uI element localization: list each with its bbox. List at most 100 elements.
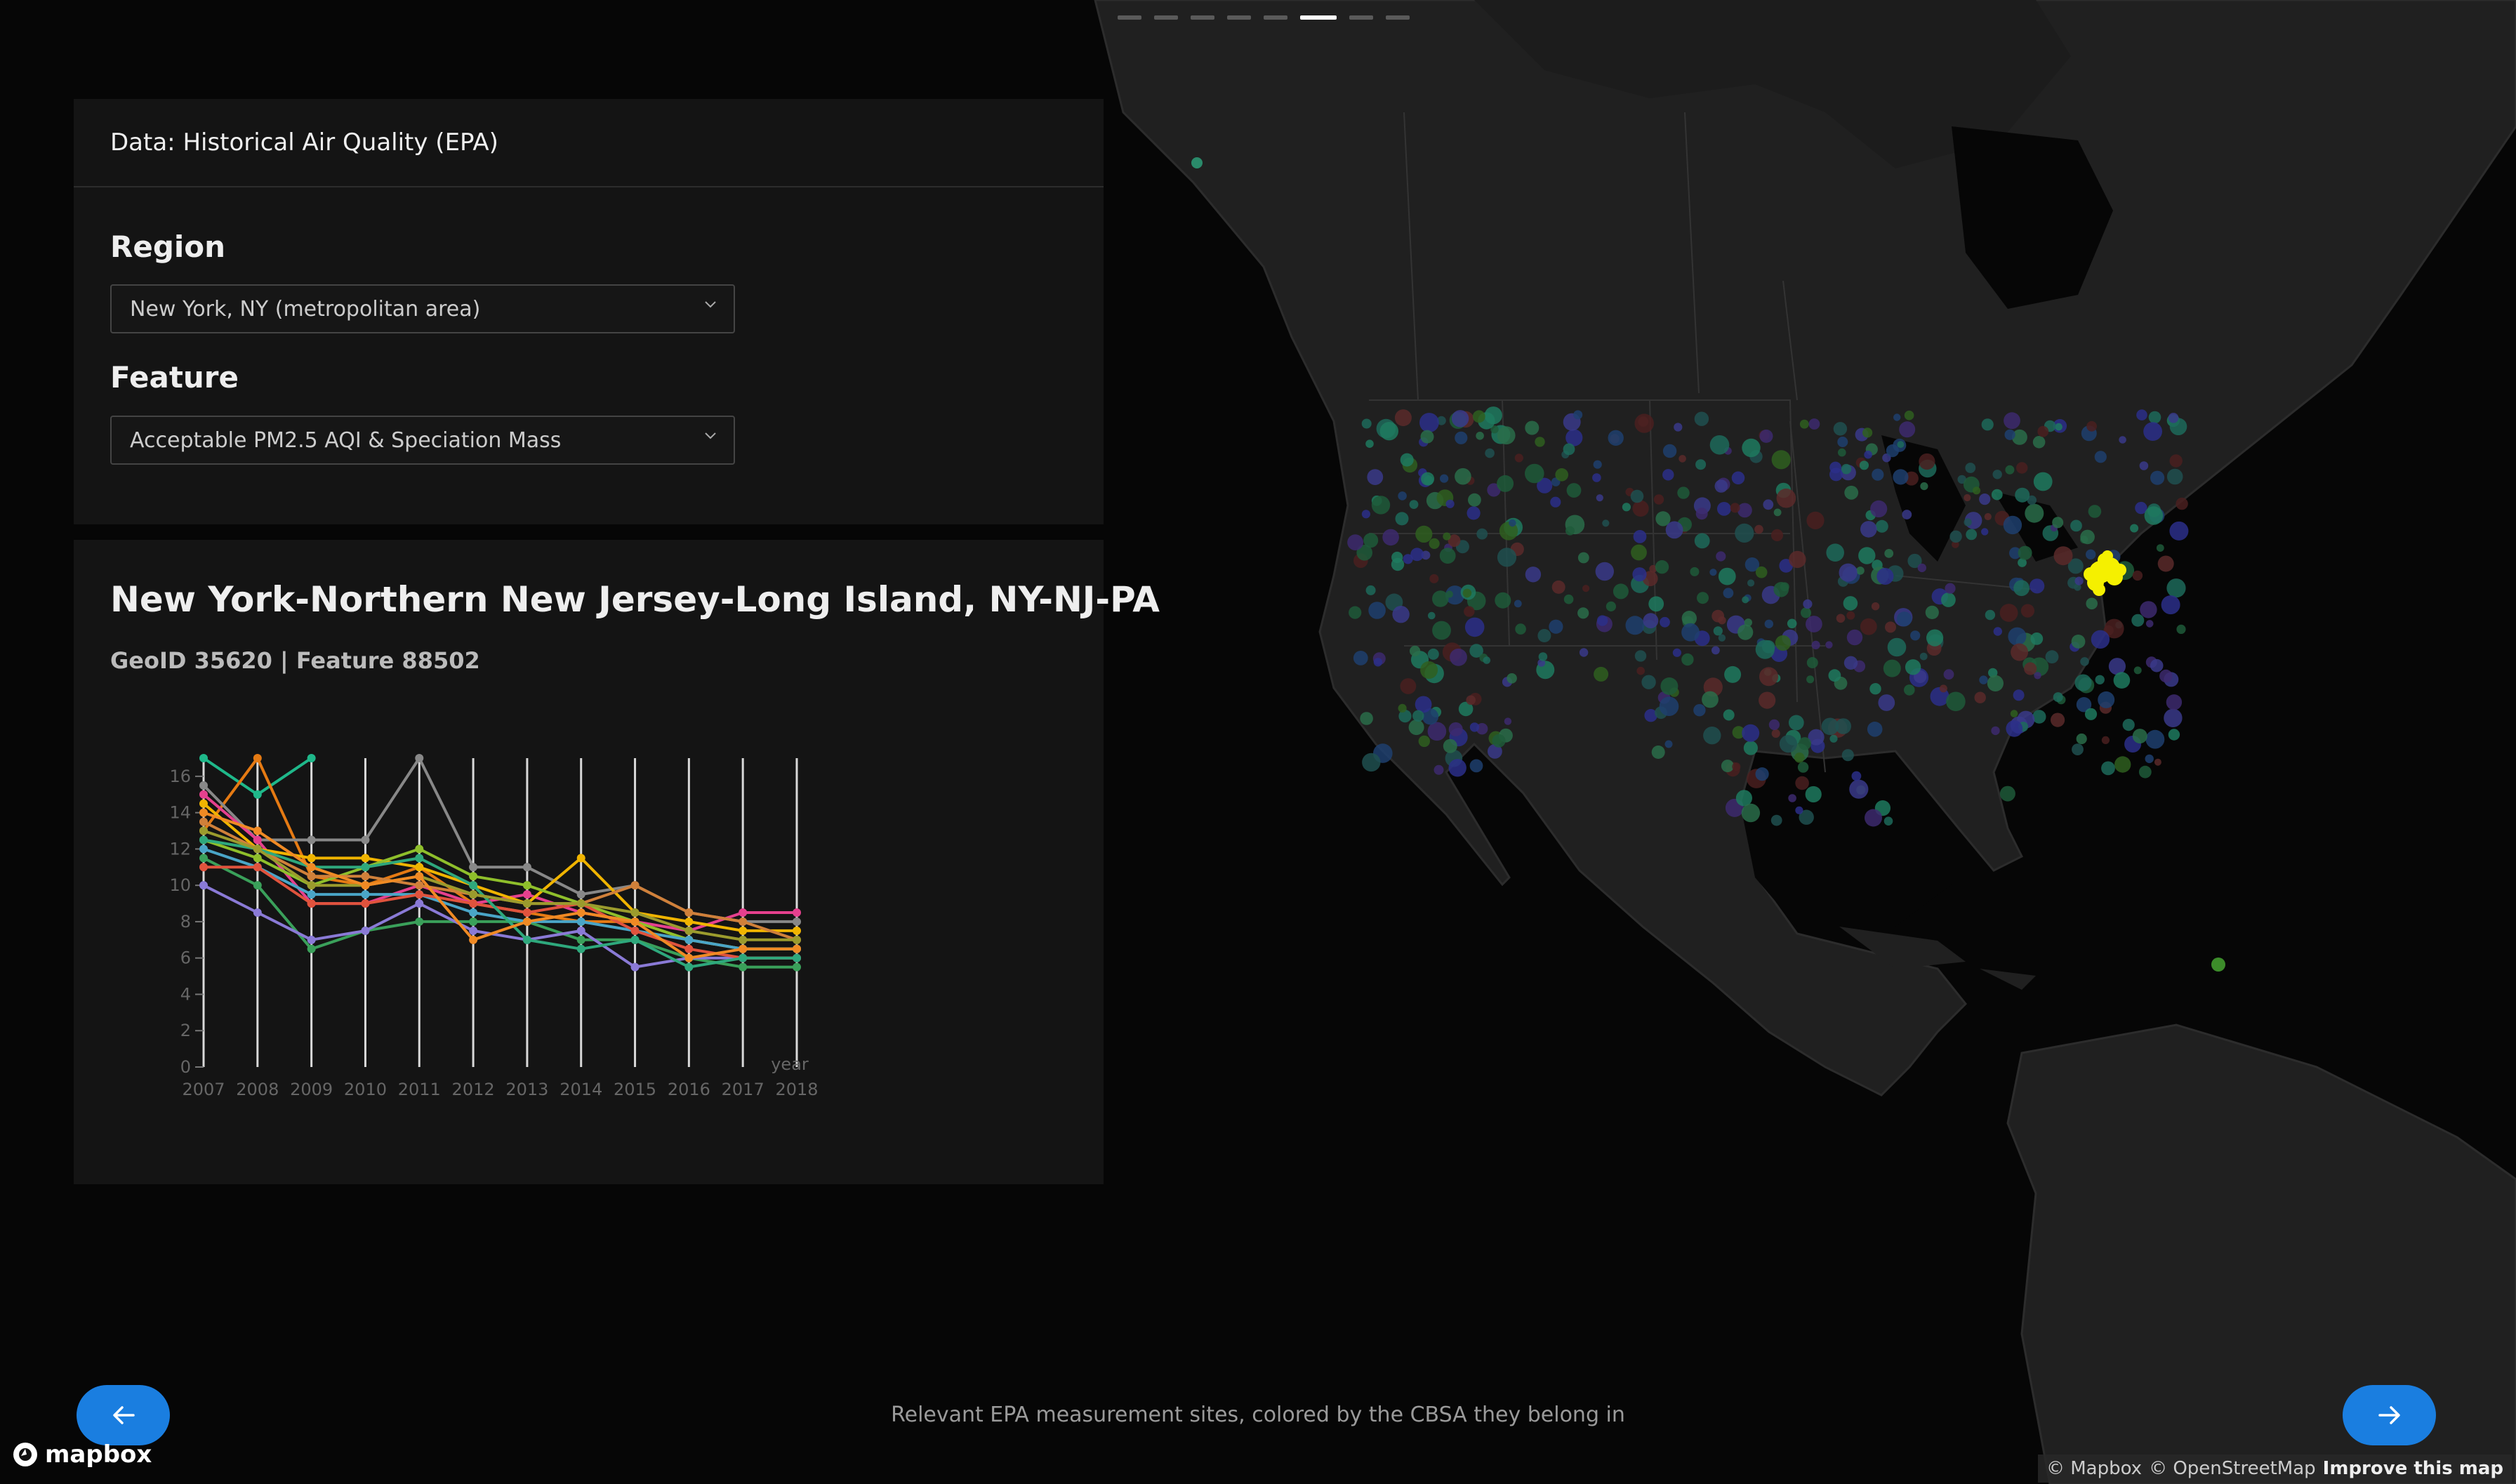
measurement-site-dot[interactable] [1864,450,1872,459]
measurement-site-dot[interactable] [1771,450,1791,470]
measurement-site-dot[interactable] [1625,616,1645,635]
progress-segment[interactable] [1386,15,1410,20]
measurement-site-dot[interactable] [2114,756,2131,773]
measurement-site-dot[interactable] [2166,694,2183,710]
measurement-site-dot[interactable] [1681,653,1694,666]
measurement-site-dot[interactable] [1641,675,1656,689]
measurement-site-dot[interactable] [2140,601,2157,618]
measurement-site-dot[interactable] [1992,470,2002,479]
measurement-site-dot[interactable] [1443,738,1457,753]
measurement-site-dot[interactable] [1841,463,1852,475]
measurement-site-dot[interactable] [1632,500,1649,517]
measurement-site-dot[interactable] [1622,503,1631,512]
measurement-site-dot[interactable] [1458,701,1474,717]
measurement-site-dot[interactable] [2132,570,2143,581]
measurement-site-dot[interactable] [1703,727,1721,745]
measurement-site-dot[interactable] [2166,578,2186,598]
measurement-site-dot[interactable] [2053,692,2063,703]
measurement-site-dot[interactable] [2072,743,2084,755]
measurement-site-dot[interactable] [2101,761,2115,776]
measurement-site-dot[interactable] [2074,583,2081,591]
measurement-site-dot[interactable] [1902,510,1912,519]
measurement-site-dot[interactable] [1872,468,1884,481]
measurement-site-dot[interactable] [1365,585,1376,595]
measurement-site-dot[interactable] [1432,621,1451,640]
measurement-site-dot[interactable] [1535,437,1545,447]
measurement-site-dot[interactable] [1409,500,1419,509]
measurement-site-dot[interactable] [2009,547,2021,559]
measurement-site-dot[interactable] [1744,557,1760,572]
measurement-site-dot[interactable] [1735,523,1754,543]
measurement-site-dot[interactable] [1798,737,1811,750]
progress-segment[interactable] [1118,15,1141,20]
measurement-site-dot[interactable] [2024,662,2037,675]
measurement-site-dot[interactable] [1420,430,1434,444]
measurement-site-dot[interactable] [2133,666,2142,675]
measurement-site-dot[interactable] [1920,482,1928,491]
measurement-site-dot[interactable] [1608,430,1624,446]
progress-segment[interactable] [1154,15,1178,20]
measurement-site-dot[interactable] [1849,779,1869,799]
measurement-site-dot[interactable] [2113,672,2131,689]
measurement-site-dot[interactable] [2015,487,2030,503]
measurement-site-dot[interactable] [1674,423,1683,432]
measurement-site-dot[interactable] [1991,489,2003,501]
measurement-site-dot[interactable] [2053,546,2073,566]
feature-select[interactable]: Acceptable PM2.5 AQI & Speciation Mass [110,416,735,465]
measurement-site-dot[interactable] [2122,719,2135,731]
measurement-site-dot[interactable] [2161,595,2180,615]
measurement-site-dot[interactable] [1690,567,1700,576]
measurement-site-dot[interactable] [1365,439,1374,448]
measurement-site-dot[interactable] [1737,503,1752,518]
measurement-site-dot[interactable] [1439,548,1456,564]
measurement-site-dot[interactable] [1789,550,1806,569]
measurement-site-dot[interactable] [1398,491,1407,501]
measurement-site-dot[interactable] [1858,547,1876,564]
measurement-site-dot[interactable] [2076,733,2087,745]
measurement-site-dot[interactable] [1905,659,1921,675]
measurement-site-dot[interactable] [2108,658,2126,675]
measurement-site-dot[interactable] [1391,551,1403,564]
measurement-site-dot[interactable] [1565,429,1583,446]
measurement-site-dot[interactable] [2150,658,2164,673]
measurement-site-dot[interactable] [1875,519,1888,533]
measurement-site-dot[interactable] [1448,722,1463,736]
measurement-site-dot[interactable] [1427,648,1439,660]
measurement-site-dot[interactable] [1408,720,1424,736]
measurement-site-dot[interactable] [1742,724,1760,742]
measurement-site-dot[interactable] [1724,665,1742,683]
measurement-site-dot[interactable] [2074,576,2084,585]
measurement-site-dot[interactable] [2030,632,2044,645]
measurement-site-dot[interactable] [1420,661,1438,679]
measurement-site-dot[interactable] [1421,550,1431,560]
measurement-site-dot[interactable] [2131,614,2145,627]
measurement-site-dot[interactable] [1718,567,1736,585]
measurement-site-dot[interactable] [1904,410,1914,420]
measurement-site-dot[interactable] [1443,532,1451,541]
measurement-site-dot[interactable] [1360,712,1373,725]
measurement-site-dot[interactable] [2168,413,2179,423]
measurement-site-dot[interactable] [1455,468,1471,485]
measurement-site-dot[interactable] [1664,740,1673,748]
measurement-site-dot[interactable] [1410,548,1424,562]
measurement-site-dot[interactable] [1440,474,1449,483]
measurement-site-dot[interactable] [1770,529,1784,542]
measurement-site-dot[interactable] [1596,615,1608,626]
measurement-site-dot[interactable] [1869,683,1881,695]
measurement-site-dot[interactable] [2016,462,2028,474]
measurement-site-dot[interactable] [1466,506,1481,520]
measurement-site-dot[interactable] [1464,617,1485,637]
measurement-site-dot[interactable] [1846,611,1855,620]
measurement-site-dot[interactable] [1917,563,1926,573]
measurement-site-dot[interactable] [1860,521,1877,538]
region-select[interactable]: New York, NY (metropolitan area) [110,284,735,333]
measurement-site-dot[interactable] [2095,675,2105,684]
measurement-site-dot[interactable] [2166,468,2183,485]
measurement-site-dot[interactable] [1394,409,1412,427]
measurement-site-dot[interactable] [2145,754,2154,764]
measurement-site-dot[interactable] [1573,410,1583,420]
measurement-site-dot[interactable] [1759,429,1773,443]
measurement-site-dot[interactable] [1515,623,1526,635]
measurement-site-dot[interactable] [1884,549,1894,558]
measurement-site-dot[interactable] [1514,599,1522,608]
